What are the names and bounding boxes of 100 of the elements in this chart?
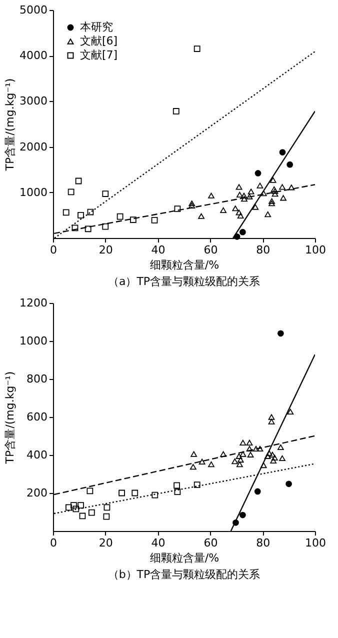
point — [268, 200, 275, 206]
point — [240, 228, 246, 236]
point — [288, 184, 295, 190]
point — [62, 209, 70, 216]
x-tick-label: 20 — [98, 244, 113, 256]
point — [118, 490, 125, 496]
point — [264, 211, 272, 218]
x-axis-title: 细颗粒含量/% — [150, 258, 220, 272]
point — [254, 488, 261, 495]
point — [287, 408, 294, 414]
legend-label: 文献[6] — [80, 34, 118, 48]
y-tick-label: 5000 — [20, 4, 48, 16]
point — [174, 488, 181, 496]
point — [102, 190, 109, 197]
x-tick-label: 40 — [151, 244, 166, 256]
point — [188, 200, 196, 206]
point — [236, 461, 243, 468]
point — [279, 455, 286, 462]
legend-label: 文献[7] — [80, 48, 118, 62]
point — [103, 513, 110, 520]
text: （a）TP含量与颗粒级配的关系 — [108, 275, 260, 288]
point — [190, 464, 196, 470]
point — [75, 178, 82, 184]
x-tick-label: 80 — [256, 536, 270, 550]
point — [208, 461, 214, 468]
point — [87, 208, 94, 216]
point — [190, 451, 198, 457]
point — [286, 480, 292, 488]
point — [232, 458, 238, 464]
point — [246, 194, 253, 200]
x-tick-label: 0 — [50, 244, 57, 256]
point — [194, 46, 200, 52]
point — [236, 192, 243, 198]
point — [132, 490, 138, 496]
point — [208, 192, 214, 198]
text: （b）TP含量与颗粒级配的关系 — [108, 568, 260, 581]
point — [88, 509, 95, 516]
point — [240, 451, 246, 457]
point — [279, 149, 286, 156]
point — [268, 198, 275, 204]
point — [248, 188, 254, 194]
point — [70, 502, 77, 509]
y-tick-label: 3000 — [20, 94, 48, 108]
point — [240, 440, 246, 446]
point — [78, 212, 84, 218]
x-tick-label: 40 — [151, 536, 166, 550]
point — [270, 177, 276, 183]
legend-label: 本研究 — [80, 20, 113, 34]
point — [78, 502, 84, 509]
point — [260, 190, 267, 196]
point — [72, 506, 80, 512]
x-tick-label: 100 — [305, 536, 326, 550]
y-tick-label: 1000 — [20, 334, 48, 348]
point — [220, 207, 226, 214]
point — [241, 196, 248, 202]
point — [277, 330, 284, 337]
y-tick-label: 2000 — [20, 140, 48, 154]
point — [232, 206, 239, 212]
point — [236, 210, 242, 216]
point — [256, 182, 264, 188]
point — [236, 184, 242, 190]
point — [116, 213, 124, 220]
point — [247, 452, 254, 458]
x-axis-title: 细颗粒含量/% — [150, 552, 220, 564]
point — [84, 226, 92, 232]
point — [151, 217, 158, 224]
y-tick-label: 600 — [26, 410, 48, 424]
point — [246, 440, 253, 446]
point — [280, 195, 286, 201]
x-tick-label: 20 — [98, 536, 113, 550]
point — [272, 190, 278, 197]
point — [240, 512, 246, 518]
point — [198, 458, 206, 464]
point — [252, 204, 259, 210]
y-tick-label: 800 — [26, 372, 48, 386]
y-tick-label: 200 — [26, 486, 48, 500]
point — [254, 170, 262, 176]
y-tick-label: 4000 — [20, 49, 48, 62]
y-axis-title: TP含量/(mg.kg⁻¹) — [4, 78, 17, 172]
point — [279, 184, 286, 190]
point — [152, 492, 158, 498]
x-tick-label: 60 — [204, 536, 218, 550]
point — [172, 108, 180, 114]
y-tick-label: 1000 — [20, 186, 48, 199]
point — [174, 206, 181, 212]
y-tick-label: 400 — [26, 448, 48, 462]
point — [68, 188, 74, 196]
y-tick-label: 1200 — [20, 296, 48, 310]
point — [79, 512, 86, 520]
point — [198, 213, 204, 219]
point — [66, 504, 72, 511]
point — [130, 216, 136, 223]
x-tick-label: 60 — [204, 244, 218, 256]
x-tick-label: 100 — [305, 244, 326, 256]
point — [104, 504, 110, 511]
point — [268, 418, 275, 424]
point — [102, 223, 109, 230]
point — [194, 482, 200, 488]
point — [237, 456, 244, 463]
point — [268, 414, 275, 420]
